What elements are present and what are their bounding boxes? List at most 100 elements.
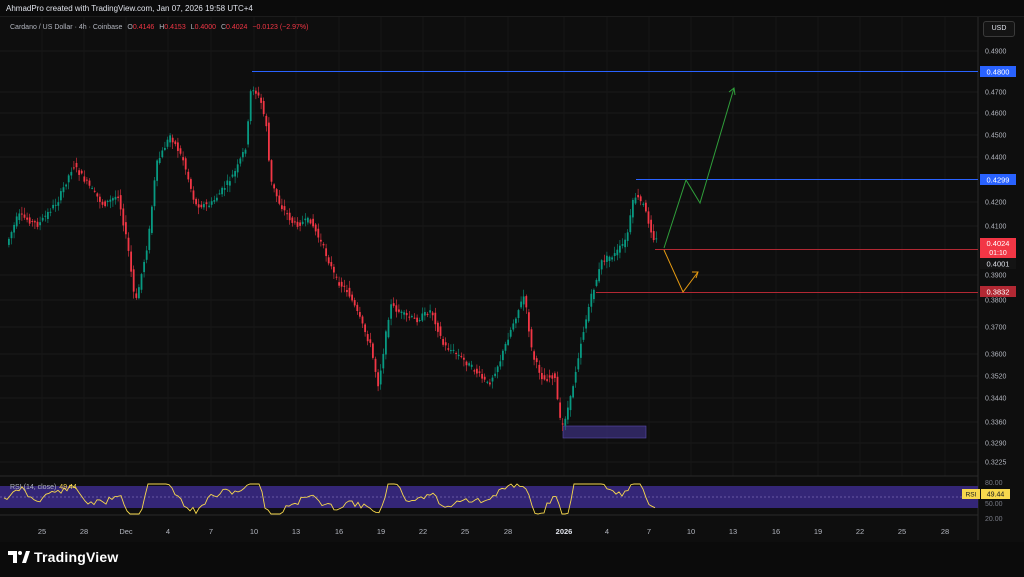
- candle: [442, 336, 444, 347]
- time-axis[interactable]: 25 28 Dec 4 7 10 13 16 19 22 25 28 2026 4 7 10 13 16 19 22 2…: [38, 527, 949, 536]
- rsi-title-text: RSI (14, close): [10, 484, 57, 491]
- time-tick: 13: [292, 527, 300, 536]
- currency-button[interactable]: USD: [983, 21, 1015, 37]
- candle: [554, 371, 556, 383]
- candle: [535, 355, 538, 369]
- candle: [286, 209, 288, 220]
- price-axis[interactable]: 0.4900 0.4700 0.4600 0.4500 0.4400 0.4200 0.41…: [985, 49, 1007, 467]
- candle: [619, 240, 621, 259]
- candle: [244, 148, 247, 157]
- candle: [439, 321, 442, 339]
- candle: [603, 254, 606, 266]
- candle: [275, 188, 278, 203]
- candle: [34, 219, 36, 229]
- time-tick: 25: [461, 527, 469, 536]
- candle: [465, 360, 468, 372]
- candle: [158, 151, 161, 165]
- candle: [348, 280, 351, 299]
- candle: [460, 352, 463, 359]
- time-tick: 25: [898, 527, 906, 536]
- price-label-resistance-top: 0.4800: [980, 66, 1016, 77]
- demand-zone[interactable]: [562, 425, 647, 439]
- candle: [647, 207, 650, 228]
- price-tick: 0.3700: [985, 325, 1007, 332]
- price-label-resistance-mid: 0.4299: [980, 174, 1016, 185]
- candle: [322, 242, 325, 249]
- candle: [434, 307, 437, 332]
- candle: [119, 189, 122, 216]
- candle: [569, 394, 572, 417]
- candle: [106, 199, 109, 207]
- candle: [455, 351, 457, 360]
- rsi-mid-tick: 50.00: [985, 501, 1003, 508]
- candle: [252, 86, 255, 96]
- candle: [320, 233, 322, 247]
- candle: [494, 367, 496, 378]
- time-tick: 4: [166, 527, 170, 536]
- candle: [239, 156, 242, 167]
- candle: [52, 199, 54, 211]
- candle: [533, 349, 535, 366]
- candle: [418, 317, 421, 323]
- candle: [413, 313, 416, 319]
- price-tick: 0.4200: [985, 200, 1007, 207]
- candle: [411, 314, 413, 319]
- candle: [268, 117, 270, 162]
- tradingview-logo[interactable]: TradingView: [8, 549, 118, 565]
- candle: [216, 193, 218, 203]
- bullish-projection-path[interactable]: [663, 87, 735, 249]
- candle: [447, 343, 450, 352]
- candle: [598, 262, 600, 284]
- candle: [437, 320, 439, 338]
- candle: [645, 199, 647, 213]
- candle: [210, 197, 213, 208]
- candle: [507, 332, 509, 346]
- svg-text:RSI: RSI: [966, 492, 977, 499]
- footer: [0, 542, 1024, 577]
- candle: [512, 319, 515, 332]
- candle: [226, 174, 229, 192]
- candle: [543, 368, 546, 381]
- open-value: 0.4146: [132, 24, 155, 31]
- candle: [83, 170, 86, 184]
- candle: [44, 210, 47, 222]
- candle: [379, 364, 382, 390]
- candle: [125, 215, 127, 239]
- symbol-name: Cardano / US Dollar · 4h · Coinbase: [10, 24, 123, 31]
- candle: [616, 244, 619, 261]
- candle: [164, 141, 166, 152]
- candle: [203, 201, 205, 210]
- price-label-support-near: 0.4001: [980, 258, 1016, 269]
- candle: [208, 201, 210, 209]
- candle: [231, 169, 234, 179]
- price-label-current: 0.4024 01:10: [980, 238, 1016, 258]
- candle: [546, 374, 548, 383]
- candle: [561, 418, 564, 431]
- candle: [169, 133, 171, 148]
- candle: [28, 213, 31, 227]
- candle: [104, 199, 106, 208]
- close-value: 0.4024: [226, 24, 248, 31]
- candle: [325, 243, 327, 262]
- candle: [73, 161, 75, 171]
- time-tick: 22: [856, 527, 864, 536]
- candle: [400, 309, 403, 319]
- candle: [278, 189, 281, 206]
- candle: [486, 380, 489, 385]
- candle: [288, 208, 291, 225]
- candle: [257, 86, 260, 99]
- candle: [473, 368, 476, 375]
- rsi-legend[interactable]: RSI (14, close) 49.44: [10, 484, 77, 491]
- candle: [70, 167, 73, 180]
- candle: [366, 330, 369, 346]
- price-grid: [0, 17, 978, 476]
- candle: [356, 302, 359, 315]
- symbol-legend[interactable]: Cardano / US Dollar · 4h · Coinbase O0.4…: [10, 24, 309, 31]
- bearish-projection-path[interactable]: [663, 249, 699, 293]
- candle: [476, 364, 478, 378]
- candle: [405, 309, 408, 322]
- candle: [109, 195, 112, 209]
- candle: [629, 208, 632, 235]
- time-tick: 7: [209, 527, 213, 536]
